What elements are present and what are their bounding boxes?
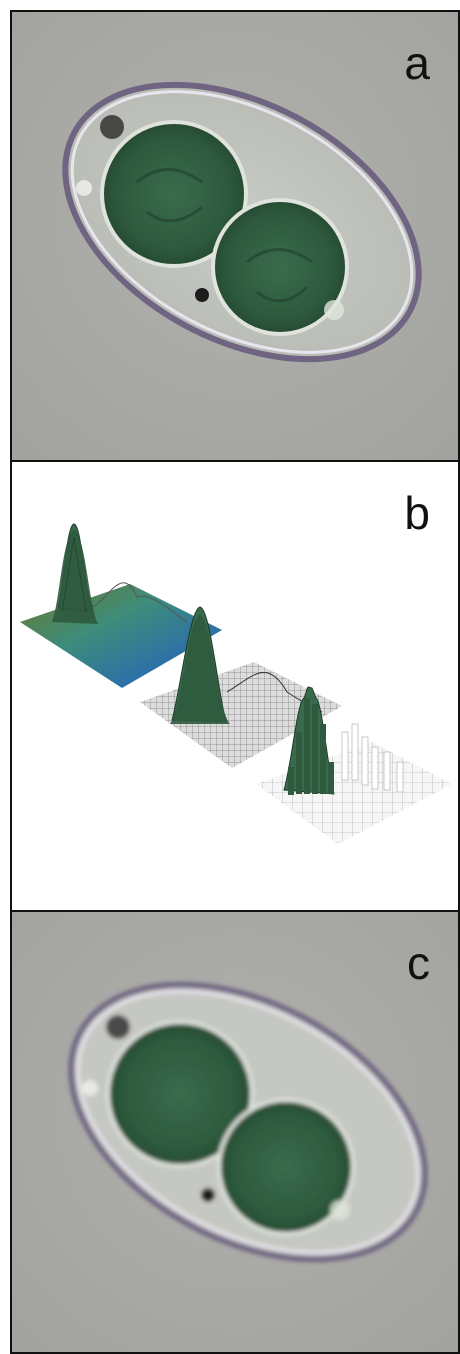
intensity-surface-plots [20, 523, 452, 844]
cell-image-c [12, 912, 458, 1352]
chloroplast-1 [100, 120, 248, 268]
panel-label-b: b [404, 487, 430, 539]
panel-b: b [10, 460, 460, 912]
chloroplast-3 [106, 1020, 254, 1168]
panel-c: c [10, 910, 460, 1354]
chloroplast-4 [217, 1098, 355, 1236]
surface-plot-1 [20, 523, 222, 688]
panel-label-c: c [407, 937, 430, 989]
cell-image-a [12, 12, 458, 460]
surface-plot-3 [256, 686, 452, 844]
chloroplast-2 [211, 198, 349, 336]
panel-a: a [10, 10, 460, 462]
panel-label-a: a [404, 37, 430, 89]
surface-plot-2 [140, 606, 342, 768]
